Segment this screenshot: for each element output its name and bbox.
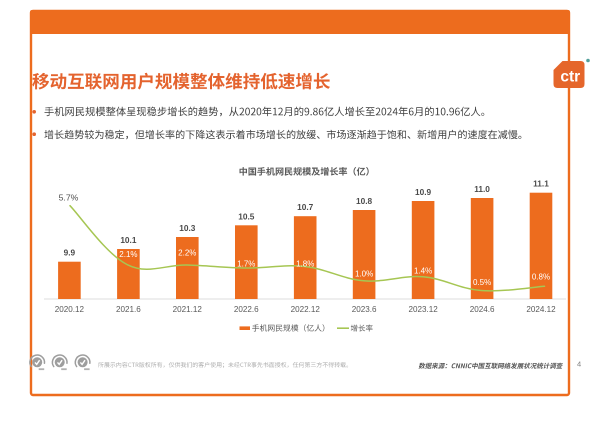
svg-text:2024.6: 2024.6	[470, 305, 495, 314]
svg-text:1.0%: 1.0%	[355, 270, 373, 279]
svg-text:11.0: 11.0	[474, 184, 490, 194]
svg-text:2021.6: 2021.6	[116, 305, 141, 314]
svg-text:2023.6: 2023.6	[352, 305, 377, 314]
svg-text:2022.12: 2022.12	[291, 305, 321, 314]
svg-text:10.3: 10.3	[179, 223, 196, 233]
svg-text:10.9: 10.9	[415, 187, 432, 197]
svg-text:2024.12: 2024.12	[526, 305, 556, 314]
svg-text:2.1%: 2.1%	[119, 250, 137, 259]
svg-text:1.8%: 1.8%	[296, 259, 314, 268]
svg-text:10.8: 10.8	[356, 196, 373, 206]
svg-text:1.7%: 1.7%	[237, 259, 255, 268]
svg-text:1.4%: 1.4%	[414, 266, 432, 275]
svg-text:0.5%: 0.5%	[473, 278, 491, 287]
svg-text:2023.12: 2023.12	[408, 305, 438, 314]
svg-text:2.2%: 2.2%	[178, 248, 196, 257]
svg-text:ctr: ctr	[560, 68, 580, 85]
svg-text:10.5: 10.5	[238, 211, 255, 221]
svg-text:9.9: 9.9	[64, 248, 76, 258]
svg-text:4: 4	[577, 360, 581, 369]
svg-text:2021.12: 2021.12	[173, 305, 203, 314]
svg-text:10.7: 10.7	[297, 202, 314, 212]
svg-text:10.1: 10.1	[120, 235, 137, 245]
svg-text:5.7%: 5.7%	[59, 193, 79, 203]
svg-text:11.1: 11.1	[533, 179, 549, 189]
svg-text:2022.6: 2022.6	[234, 305, 259, 314]
svg-text:0.8%: 0.8%	[532, 273, 550, 282]
svg-text:2020.12: 2020.12	[55, 305, 85, 314]
